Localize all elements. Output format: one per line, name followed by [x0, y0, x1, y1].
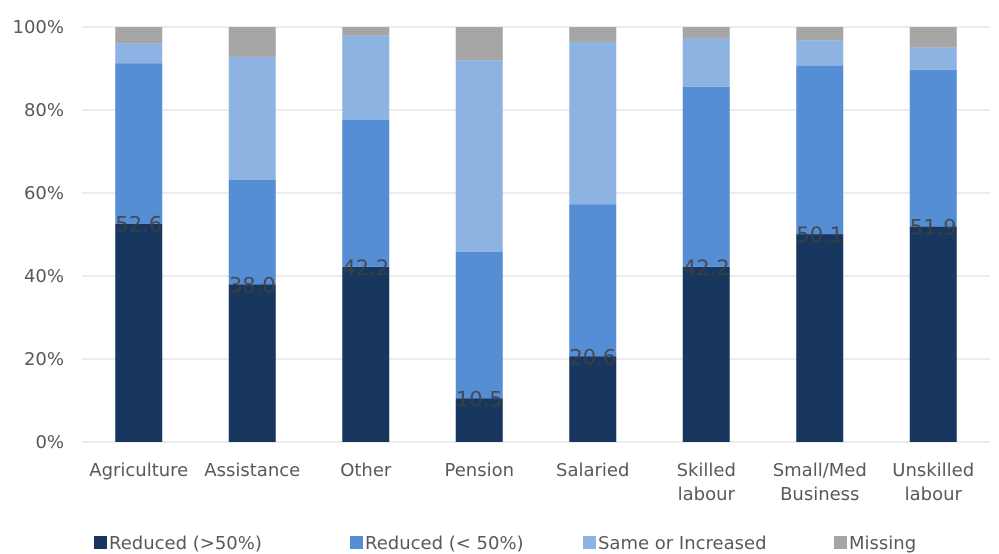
x-axis-categories: Agriculture Assistance Other Pension Salarie… — [89, 460, 974, 505]
bar-segment — [796, 40, 844, 66]
category-label-line: Assistance — [204, 460, 300, 481]
bar-segment — [682, 38, 730, 87]
legend: Reduced (>50%) Reduced (< 50%) Same or Inc… — [94, 533, 916, 554]
y-tick-label: 40% — [24, 266, 64, 287]
legend-swatch — [94, 536, 107, 549]
data-label: 52.6 — [115, 213, 162, 237]
legend-swatch — [350, 536, 363, 549]
data-label: 20.6 — [569, 346, 616, 370]
bar-segment — [455, 60, 503, 252]
bar-segment — [342, 266, 390, 442]
category-label: Pension — [445, 460, 515, 481]
y-tick-label: 60% — [24, 183, 64, 204]
bar-segment — [342, 27, 390, 36]
bar-segment — [909, 226, 957, 442]
legend-label: Same or Increased — [598, 533, 767, 554]
data-label: 38.0 — [229, 273, 276, 297]
bar-segment — [115, 223, 163, 442]
legend-item: Same or Increased — [583, 533, 767, 554]
category-label: Salaried — [556, 460, 629, 481]
bar-segment — [569, 356, 617, 442]
category-label-line: Small/Med — [773, 460, 867, 481]
bar-segment — [909, 47, 957, 70]
bar-segment — [115, 27, 163, 44]
bar-segment — [682, 266, 730, 442]
category-label: Assistance — [204, 460, 300, 481]
bar-segment — [569, 27, 617, 42]
category-label-line: Unskilled — [892, 460, 974, 481]
bar-segment — [455, 251, 503, 399]
bar-segment — [796, 234, 844, 442]
bar-segment — [115, 43, 163, 64]
bar-segment — [455, 27, 503, 61]
bar-segment — [569, 204, 617, 357]
y-tick-label: 80% — [24, 100, 64, 121]
data-labels: 52.6 38.0 42.2 10.5 20.6 42.2 50.1 51.9 — [115, 213, 956, 412]
bar-segment — [455, 398, 503, 442]
legend-swatch — [834, 536, 847, 549]
category-label-line: Agriculture — [89, 460, 188, 481]
data-label: 10.5 — [456, 387, 503, 411]
bar-segment — [342, 35, 390, 120]
category-label-line: labour — [678, 484, 736, 505]
legend-item: Reduced (>50%) — [94, 533, 262, 554]
category-label: Small/Med Business — [773, 460, 867, 505]
category-label: Agriculture — [89, 460, 188, 481]
category-label: Unskilled labour — [892, 460, 974, 505]
legend-swatch — [583, 536, 596, 549]
category-label-line: labour — [905, 484, 963, 505]
bar-segment — [909, 27, 957, 48]
legend-item: Reduced (< 50%) — [350, 533, 524, 554]
legend-label: Reduced (< 50%) — [365, 533, 524, 554]
data-label: 50.1 — [796, 223, 843, 247]
bar-segment — [115, 63, 163, 224]
y-tick-label: 20% — [24, 349, 64, 370]
category-label: Skilled labour — [677, 460, 736, 505]
bar-segment — [682, 86, 730, 267]
category-label-line: Business — [780, 484, 859, 505]
category-label-line: Pension — [445, 460, 515, 481]
category-label-line: Skilled — [677, 460, 736, 481]
legend-item: Missing — [834, 533, 916, 554]
bar-segment — [569, 41, 617, 205]
y-axis-ticks: 0% 20% 40% 60% 80% 100% — [13, 17, 64, 453]
y-tick-label: 0% — [35, 432, 64, 453]
data-label: 42.2 — [683, 256, 730, 280]
bars — [115, 27, 957, 442]
y-tick-label: 100% — [13, 17, 64, 38]
category-label: Other — [340, 460, 392, 481]
bar-segment — [909, 69, 957, 227]
category-label-line: Other — [340, 460, 392, 481]
bar-segment — [228, 179, 276, 285]
data-label: 51.9 — [910, 216, 957, 240]
data-label: 42.2 — [342, 256, 389, 280]
gridlines — [82, 26, 990, 443]
bar-segment — [342, 119, 390, 267]
bar-segment — [228, 284, 276, 442]
bar-segment — [228, 27, 276, 57]
category-label-line: Salaried — [556, 460, 629, 481]
legend-label: Missing — [849, 533, 916, 554]
bar-segment — [682, 27, 730, 39]
legend-label: Reduced (>50%) — [109, 533, 262, 554]
bar-segment — [228, 56, 276, 180]
bar-segment — [796, 27, 844, 41]
bar-segment — [796, 65, 844, 235]
